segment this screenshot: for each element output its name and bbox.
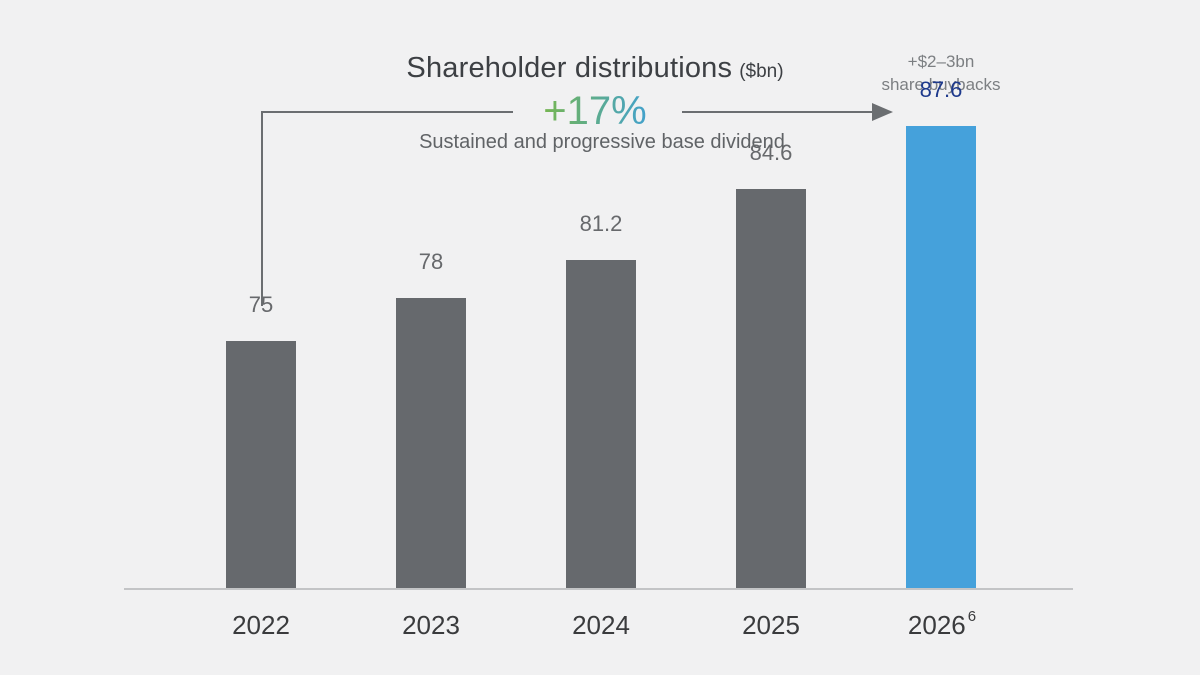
- chart-subtitle: Sustained and progressive base dividend: [419, 131, 785, 153]
- annotation-horizontal-line-left: [261, 111, 513, 113]
- x-label-2026: 2026 6: [907, 608, 977, 640]
- value-label-2024: 81.2: [579, 211, 623, 236]
- x-label-2025: 2025: [742, 610, 800, 640]
- buyback-note-line2: share buybacks: [881, 75, 1001, 94]
- x-label-2024: 2024: [572, 610, 630, 640]
- x-axis-baseline: [124, 588, 1073, 590]
- bar-2025: [736, 189, 806, 588]
- value-label-2026: 87.6: [919, 77, 963, 102]
- value-label-2023: 78: [418, 249, 444, 274]
- x-label-2022: 2022: [232, 610, 290, 640]
- arrow-head-icon: [872, 103, 893, 121]
- buyback-note-line1: +$2–3bn: [907, 52, 975, 71]
- value-label-2022: 75: [248, 292, 274, 317]
- buyback-note: +$2–3bn share buybacks: [851, 50, 1031, 96]
- bar-2026: [906, 126, 976, 588]
- chart-title: Shareholder distributions ($bn): [195, 52, 995, 85]
- annotation-horizontal-line-right: [682, 111, 873, 113]
- value-label-2025: 84.6: [749, 140, 793, 165]
- growth-percentage-label: +17%: [195, 90, 995, 132]
- footnote-marker: 6: [967, 608, 977, 626]
- x-label-2023: 2023: [402, 610, 460, 640]
- annotation-vertical-line: [261, 111, 263, 306]
- bar-2024: [566, 260, 636, 588]
- bar-2022: [226, 341, 296, 588]
- bar-2023: [396, 298, 466, 588]
- chart-title-text: Shareholder distributions: [406, 52, 733, 84]
- chart-title-unit: ($bn): [739, 61, 784, 82]
